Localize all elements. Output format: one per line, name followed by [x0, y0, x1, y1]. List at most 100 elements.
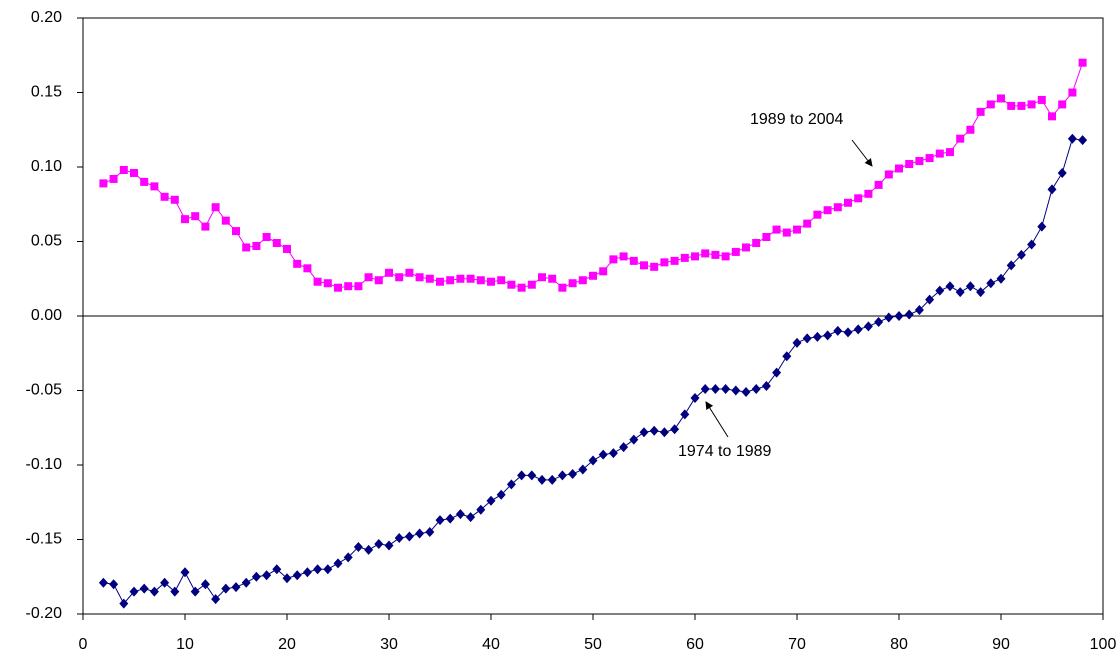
x-tick-label: 20	[278, 636, 296, 653]
point	[640, 261, 648, 270]
x-tick-label: 70	[788, 636, 806, 653]
point	[802, 333, 812, 344]
point	[895, 164, 903, 173]
point	[619, 442, 629, 453]
point	[232, 227, 240, 236]
point	[711, 250, 720, 259]
point	[1068, 88, 1077, 97]
point	[578, 464, 588, 475]
point	[343, 552, 353, 563]
point	[385, 268, 393, 277]
point	[272, 564, 282, 575]
point	[527, 470, 537, 481]
series-line	[103, 62, 1084, 289]
point	[772, 225, 781, 234]
y-tick-label: -0.20	[26, 605, 63, 622]
point	[833, 203, 842, 212]
point	[221, 216, 230, 225]
point	[548, 274, 557, 283]
point	[160, 192, 169, 201]
point	[160, 577, 170, 588]
point	[455, 509, 465, 520]
point	[130, 168, 138, 177]
point	[231, 582, 241, 593]
point	[710, 384, 720, 395]
point	[425, 274, 434, 283]
point	[252, 241, 261, 250]
point	[609, 255, 618, 264]
point	[904, 309, 914, 320]
point	[874, 316, 884, 327]
point	[200, 579, 210, 590]
x-tick-label: 60	[686, 636, 704, 653]
point	[283, 244, 291, 253]
annotation: 1989 to 2004	[750, 111, 844, 128]
point	[925, 294, 935, 305]
point	[792, 337, 802, 348]
point	[670, 256, 679, 265]
point	[262, 570, 272, 581]
point	[445, 513, 455, 524]
point	[98, 577, 108, 588]
point	[486, 495, 496, 506]
point	[833, 325, 843, 336]
point	[854, 194, 863, 203]
point	[660, 258, 669, 267]
point	[812, 331, 822, 342]
point	[589, 271, 597, 280]
point	[313, 564, 323, 575]
point	[752, 238, 761, 247]
point	[558, 283, 567, 292]
y-tick-label: 0.10	[31, 158, 62, 175]
x-tick-label: 30	[380, 636, 398, 653]
point	[180, 567, 190, 578]
series-line	[103, 138, 1083, 605]
point	[374, 538, 384, 549]
point	[374, 276, 383, 285]
point	[680, 253, 689, 262]
point	[170, 195, 179, 204]
point	[956, 134, 965, 143]
point	[914, 305, 924, 316]
point	[496, 489, 506, 500]
point	[241, 577, 251, 588]
y-tick-label: -0.05	[26, 382, 63, 399]
point	[456, 274, 465, 283]
annotation-arrow	[705, 401, 729, 438]
point	[415, 273, 424, 282]
point	[170, 586, 180, 597]
point	[211, 203, 220, 212]
y-tick-label: 0.20	[31, 9, 62, 26]
point	[384, 540, 394, 551]
point	[823, 206, 832, 215]
point	[293, 259, 302, 268]
point	[598, 449, 608, 460]
point	[935, 149, 944, 158]
y-tick-label: -0.15	[26, 531, 63, 548]
point	[1037, 221, 1047, 232]
point	[884, 312, 894, 323]
point	[547, 474, 557, 485]
point	[700, 384, 710, 395]
point	[629, 434, 639, 445]
point	[517, 283, 526, 292]
point	[619, 252, 628, 261]
point	[557, 470, 567, 481]
point	[751, 384, 761, 395]
point	[782, 351, 792, 362]
point	[659, 427, 669, 438]
point	[843, 327, 853, 338]
point	[680, 409, 690, 420]
point	[649, 425, 659, 436]
point	[99, 179, 108, 188]
point	[1037, 95, 1046, 104]
point	[853, 324, 863, 335]
point	[353, 541, 363, 552]
point	[690, 392, 700, 403]
point	[323, 564, 333, 575]
point	[731, 247, 740, 256]
point	[334, 283, 342, 292]
point	[140, 177, 149, 186]
point	[292, 570, 302, 581]
y-tick-label: 0.15	[31, 84, 62, 101]
